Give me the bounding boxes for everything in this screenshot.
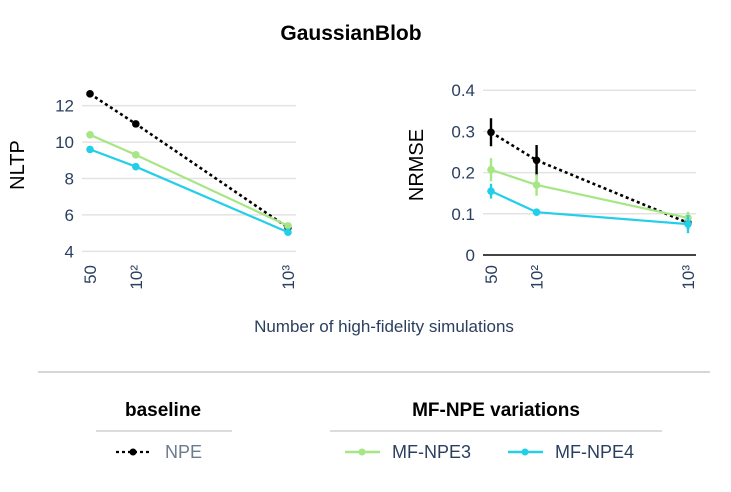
xtick-nrmse-0: 50 (482, 265, 501, 284)
ytick-nltp-0: 4 (65, 242, 74, 261)
ytick-nrmse-2: 0.2 (451, 164, 475, 183)
xtick-nrmse-1: 10² (528, 265, 547, 290)
point-nltp-npe-0 (86, 90, 94, 98)
point-nltp-mf-npe4-2 (284, 228, 292, 237)
point-nrmse-npe-1 (532, 156, 541, 165)
xtick-nltp-2: 10³ (279, 265, 298, 290)
point-nltp-mf-npe3-1 (132, 151, 140, 159)
xtick-nltp-0: 50 (81, 265, 100, 284)
xtick-nrmse-2: 10³ (679, 265, 698, 290)
legend-label-mf-npe3: MF-NPE3 (392, 442, 471, 462)
point-nltp-mf-npe3-2 (284, 222, 292, 230)
legend-label-mf-npe4: MF-NPE4 (555, 442, 634, 462)
series-nltp-mf-npe3 (86, 131, 292, 230)
series-nrmse-mf-npe3 (487, 158, 692, 225)
ytick-nrmse-1: 0.1 (451, 205, 475, 224)
legend-entry-mf-npe4[interactable]: MF-NPE4 (508, 442, 634, 462)
ytick-nltp-2: 8 (65, 170, 74, 189)
point-nrmse-mf-npe3-0 (487, 165, 495, 174)
ylabel-nltp: NLTP (7, 140, 29, 190)
ytick-nrmse-0: 0 (466, 246, 475, 265)
point-nrmse-mf-npe4-1 (532, 208, 541, 216)
legend-marker-npe (129, 448, 137, 456)
ytick-nrmse-3: 0.3 (451, 122, 475, 141)
line-nltp-mf-npe4 (89, 148, 289, 234)
ylabel-nrmse: NRMSE (406, 129, 428, 201)
ytick-nrmse-4: 0.4 (451, 81, 475, 100)
series-nltp-mf-npe4 (86, 145, 292, 237)
legend-entry-npe[interactable]: NPE (116, 442, 202, 462)
line-nltp-mf-npe3 (89, 133, 289, 227)
point-nrmse-mf-npe4-0 (487, 187, 495, 195)
legend-marker-mf-npe4 (521, 448, 529, 456)
point-nltp-mf-npe4-0 (86, 145, 94, 154)
ytick-nltp-4: 12 (55, 97, 74, 116)
legend-label-npe: NPE (165, 442, 202, 462)
legend-title-baseline: baseline (125, 400, 201, 421)
xtick-nltp-1: 10² (127, 265, 146, 290)
figure-title: GaussianBlob (280, 22, 421, 45)
legend-entry-mf-npe3[interactable]: MF-NPE3 (345, 442, 471, 462)
point-nltp-mf-npe3-0 (86, 131, 94, 139)
point-nltp-mf-npe4-1 (132, 162, 140, 171)
line-nrmse-npe (490, 131, 689, 225)
ytick-nltp-1: 6 (65, 206, 74, 225)
legend-title-variations: MF-NPE variations (412, 400, 580, 421)
plot-nrmse: 0 0.1 0.2 0.3 0.4 50 10² 10³ NRMSE (406, 81, 698, 289)
point-nltp-npe-1 (132, 120, 140, 128)
legend: baseline NPE MF-NPE variations MF-NPE3 M… (96, 400, 662, 462)
point-nrmse-mf-npe3-1 (532, 181, 541, 189)
series-nrmse-mf-npe4 (487, 183, 692, 234)
shared-x-axis-label: Number of high-fidelity simulations (254, 317, 514, 336)
point-nrmse-npe-0 (487, 128, 495, 137)
line-nrmse-mf-npe3 (490, 168, 689, 220)
ytick-nltp-3: 10 (55, 133, 74, 152)
legend-marker-mf-npe3 (358, 448, 366, 456)
point-nrmse-mf-npe4-2 (684, 220, 692, 228)
plot-nltp: 4 6 8 10 12 50 10² 10³ NLTP (7, 90, 298, 290)
